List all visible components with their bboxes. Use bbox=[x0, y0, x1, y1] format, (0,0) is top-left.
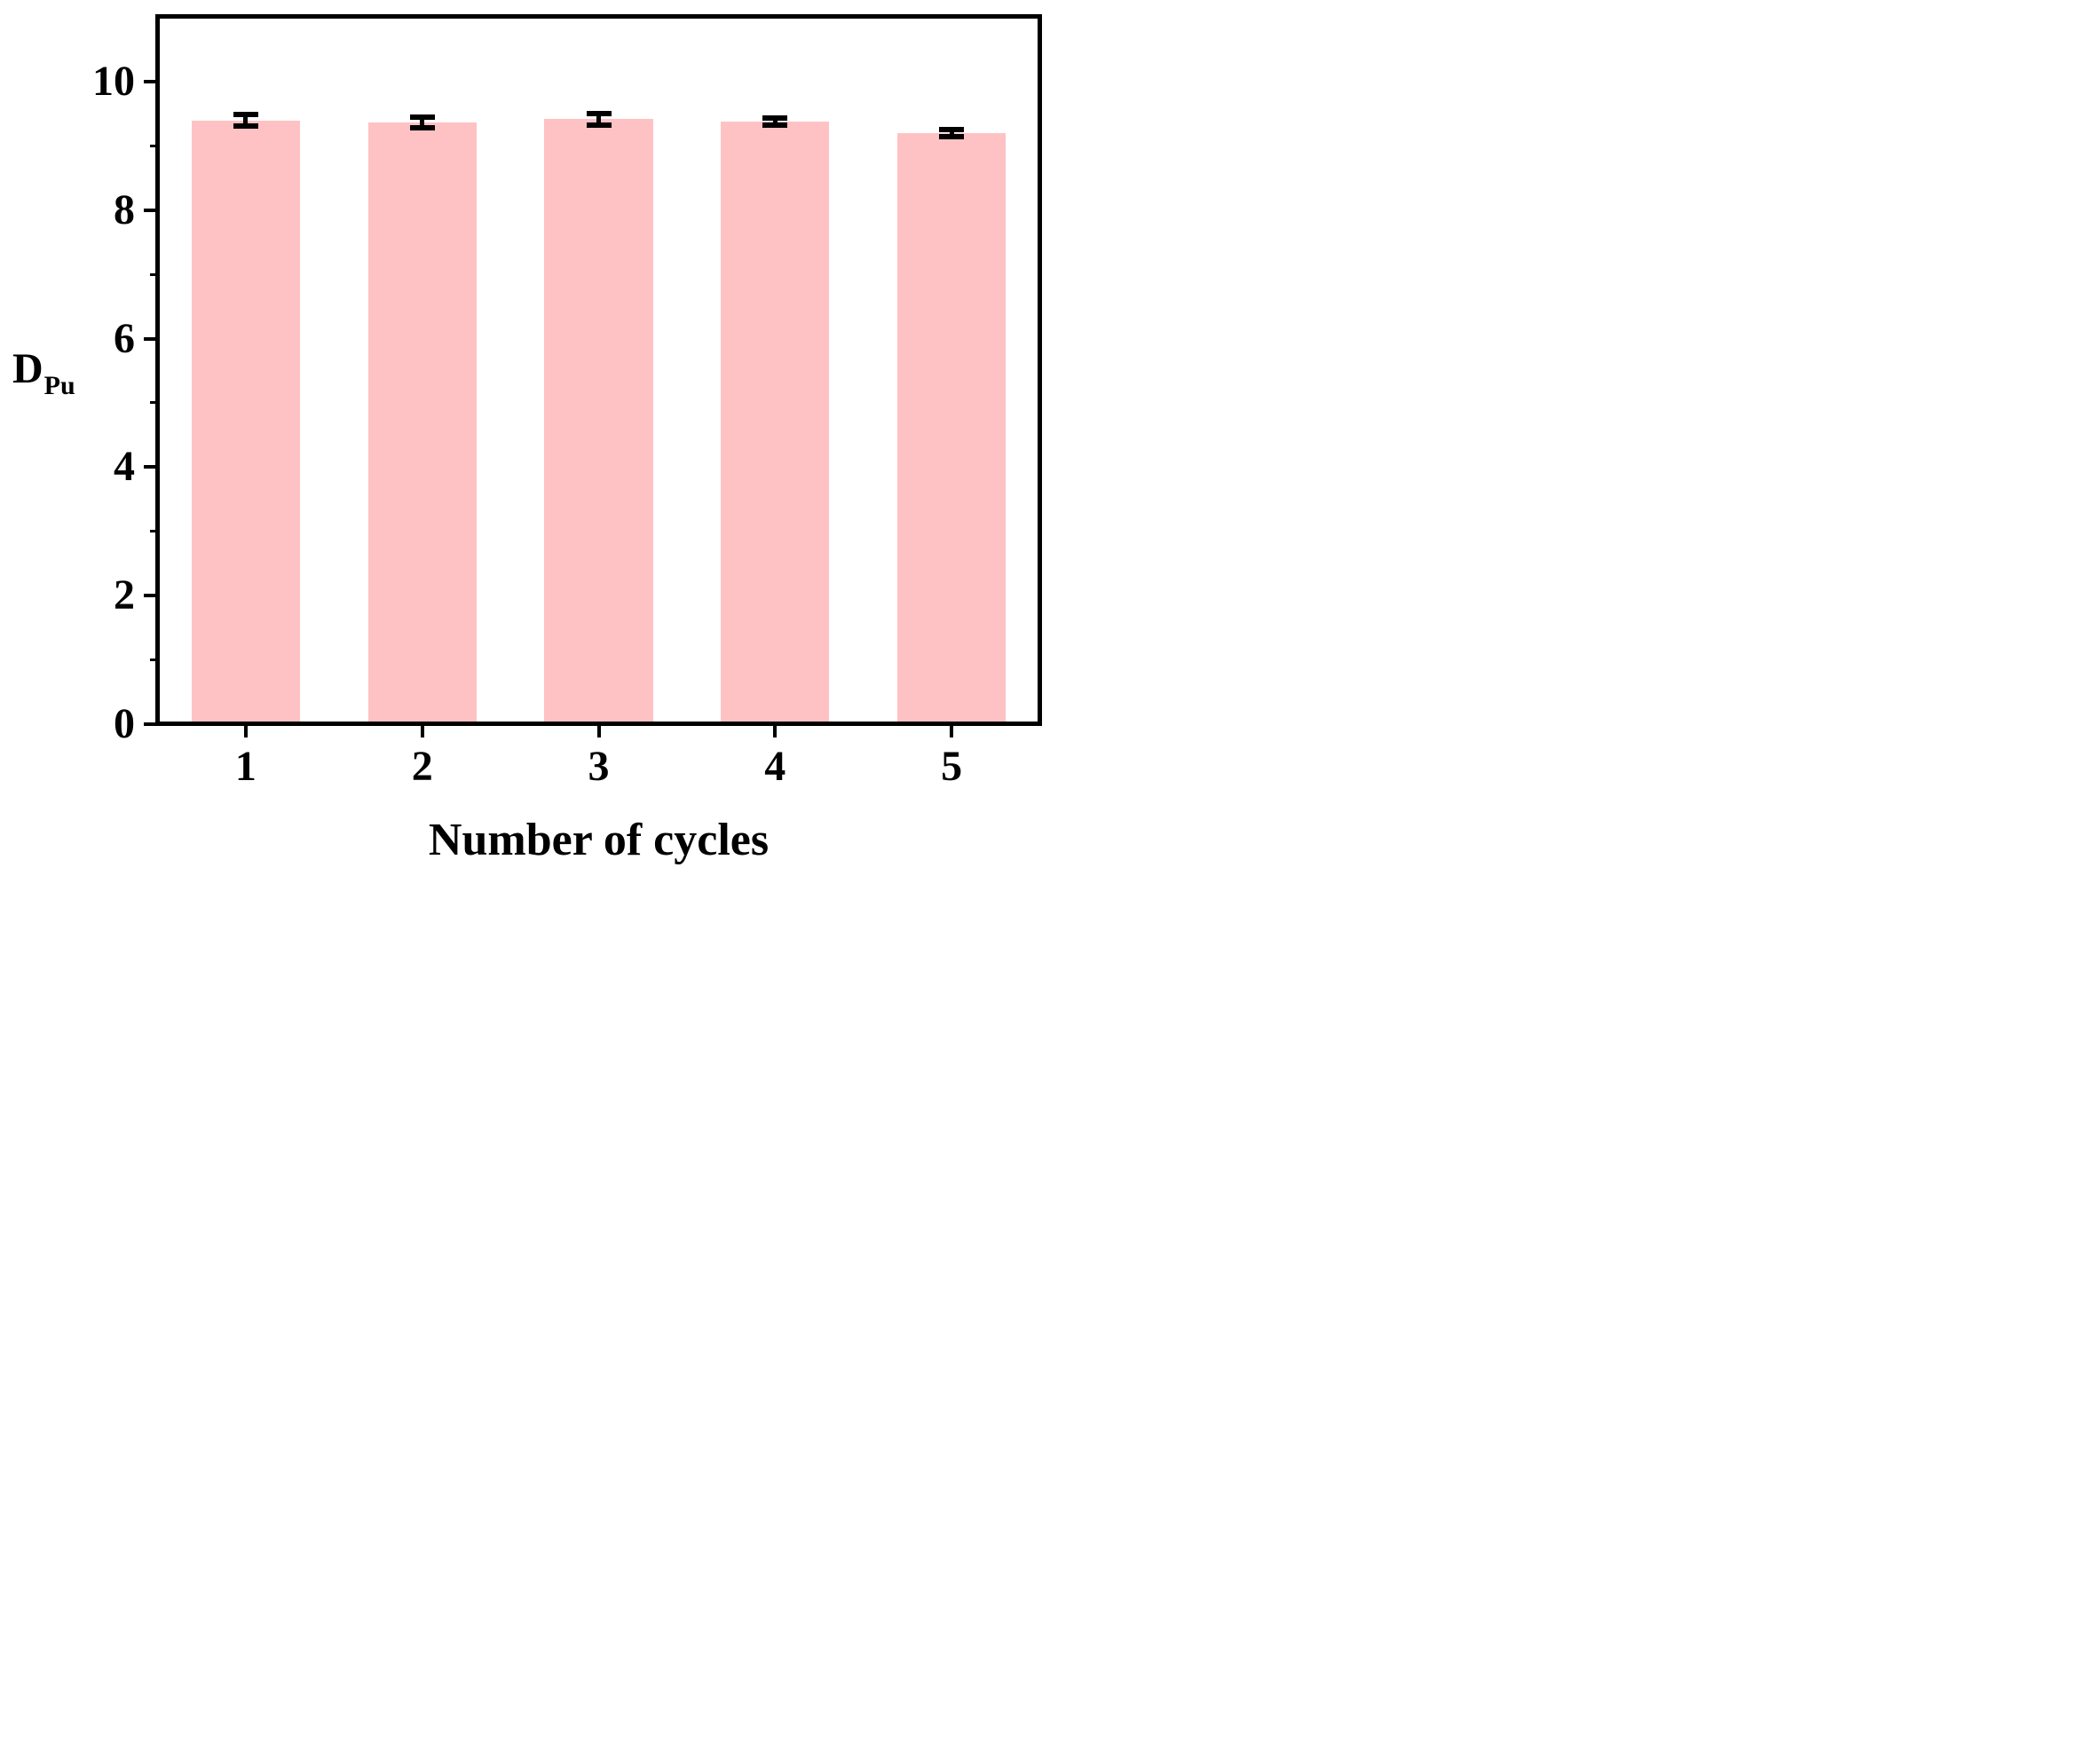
x-tick-label-4: 4 bbox=[764, 743, 786, 790]
x-tick-3 bbox=[596, 724, 601, 737]
bar-cycle-2 bbox=[367, 122, 477, 727]
y-major-tick-2 bbox=[144, 593, 156, 597]
error-bar-bottom-cap-5 bbox=[939, 134, 965, 140]
x-tick-1 bbox=[243, 724, 248, 737]
x-tick-2 bbox=[420, 724, 424, 737]
bar-cycle-4 bbox=[721, 122, 830, 727]
y-axis-title-subscript: Pu bbox=[43, 371, 75, 400]
y-axis-title-main: D bbox=[12, 345, 43, 392]
bar-cycle-1 bbox=[191, 120, 301, 727]
y-major-tick-10 bbox=[144, 80, 156, 84]
x-tick-5 bbox=[950, 724, 954, 737]
error-bar-bottom-cap-1 bbox=[233, 123, 258, 130]
x-axis-title: Number of cycles bbox=[428, 815, 770, 865]
y-major-tick-0 bbox=[144, 722, 156, 726]
x-tick-label-3: 3 bbox=[588, 743, 610, 790]
y-tick-label-2: 2 bbox=[114, 571, 135, 619]
error-bar-line-1 bbox=[243, 114, 249, 127]
y-minor-tick-9 bbox=[150, 145, 157, 148]
y-tick-label-10: 10 bbox=[92, 58, 135, 106]
error-bar-top-cap-5 bbox=[939, 126, 965, 132]
bar-cycle-3 bbox=[544, 119, 653, 727]
x-tick-4 bbox=[773, 724, 778, 737]
error-bar-bottom-cap-3 bbox=[586, 122, 612, 128]
y-tick-label-8: 8 bbox=[114, 185, 135, 233]
y-minor-tick-5 bbox=[150, 401, 157, 405]
error-bar-top-cap-2 bbox=[409, 114, 435, 121]
y-major-tick-6 bbox=[144, 336, 156, 341]
y-minor-tick-3 bbox=[150, 530, 157, 533]
y-axis-title: DPu bbox=[12, 344, 75, 400]
error-bar-line-4 bbox=[772, 117, 778, 126]
y-minor-tick-7 bbox=[150, 272, 157, 276]
x-tick-label-1: 1 bbox=[234, 743, 257, 790]
x-tick-label-5: 5 bbox=[941, 743, 963, 790]
error-bar-line-5 bbox=[949, 129, 954, 138]
x-tick-label-2: 2 bbox=[411, 743, 433, 790]
y-major-tick-4 bbox=[144, 465, 156, 469]
y-tick-label-4: 4 bbox=[114, 443, 135, 491]
error-bar-bottom-cap-2 bbox=[409, 124, 435, 130]
error-bar-line-2 bbox=[420, 117, 425, 128]
y-tick-label-0: 0 bbox=[114, 699, 135, 747]
y-major-tick-8 bbox=[144, 208, 156, 212]
error-bar-top-cap-3 bbox=[586, 110, 612, 116]
bar-chart-figure: DPu 0 2 4 6 8 10 1 2 3 4 5 Number of cycles bbox=[0, 0, 1050, 872]
error-bar-top-cap-1 bbox=[233, 112, 258, 118]
y-tick-label-6: 6 bbox=[114, 314, 135, 362]
error-bar-bottom-cap-4 bbox=[762, 122, 788, 129]
error-bar-top-cap-4 bbox=[762, 114, 788, 121]
y-minor-tick-1 bbox=[150, 658, 157, 661]
bar-cycle-5 bbox=[896, 133, 1007, 727]
error-bar-line-3 bbox=[596, 113, 601, 125]
